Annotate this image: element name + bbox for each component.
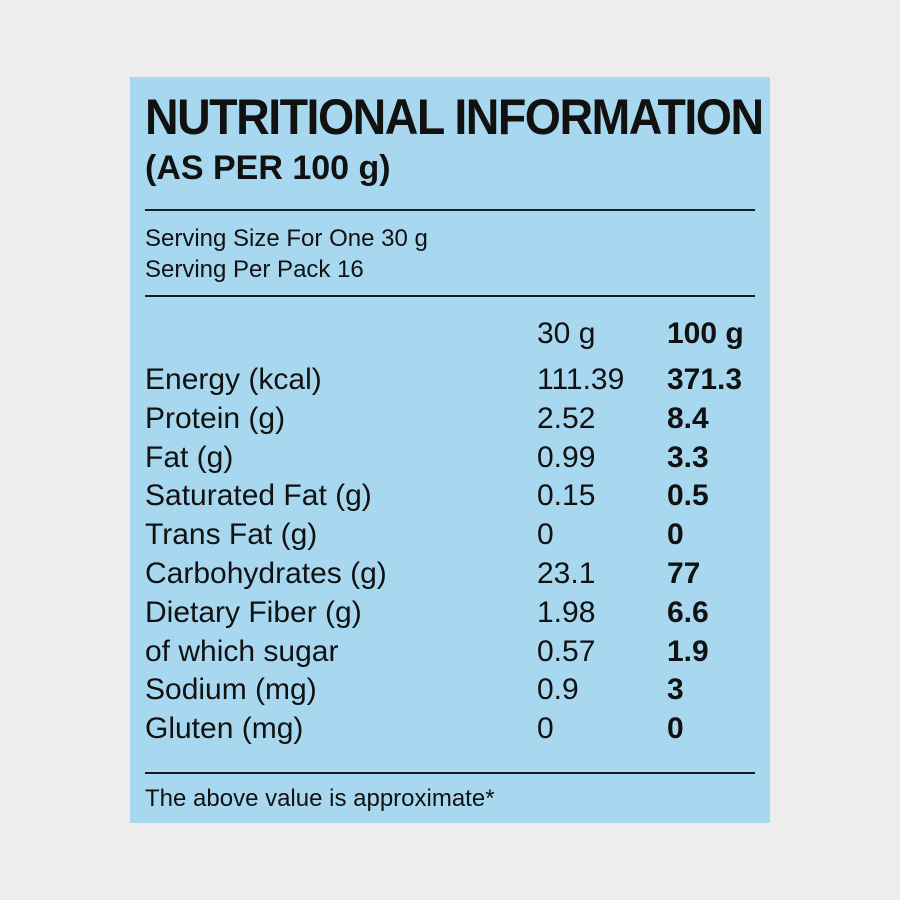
nutrient-name: Saturated Fat (g): [145, 479, 372, 513]
value-100g: 3.3: [667, 440, 709, 474]
table-row: Fat (g) 0.99 3.3: [145, 439, 755, 478]
nutrition-label-card: NUTRITIONAL INFORMATION (AS PER 100 g) S…: [130, 77, 770, 823]
table-row: of which sugar 0.57 1.9: [145, 633, 755, 672]
value-30g: 2.52: [537, 401, 596, 435]
value-100g: 6.6: [667, 595, 709, 629]
nutrient-name: Fat (g): [145, 440, 234, 474]
table-row: Protein (g) 2.52 8.4: [145, 400, 755, 439]
nutrient-name: Sodium (mg): [145, 673, 317, 707]
nutrient-name: Energy (kcal): [145, 363, 322, 396]
value-30g: 0: [537, 518, 554, 552]
value-100g: 3: [667, 673, 684, 707]
divider-top: [145, 209, 755, 211]
table-row: Sodium (mg) 0.9 3: [145, 671, 755, 710]
column-header-30g: 30 g: [537, 317, 596, 350]
value-30g: 0.15: [537, 479, 596, 513]
value-30g: 111.39: [537, 363, 625, 396]
serving-size: Serving Size For One 30 g: [145, 225, 428, 252]
value-30g: 1.98: [537, 595, 596, 629]
nutrient-name: Gluten (mg): [145, 712, 304, 746]
nutrient-name: Carbohydrates (g): [145, 556, 387, 590]
table-row: Carbohydrates (g) 23.1 77: [145, 555, 755, 594]
table-row: Trans Fat (g) 0 0: [145, 516, 755, 555]
nutrient-name: Dietary Fiber (g): [145, 595, 362, 629]
value-100g: 0.5: [667, 479, 709, 513]
column-header-100g: 100 g: [667, 317, 744, 350]
value-100g: 8.4: [667, 401, 709, 435]
value-30g: 0.99: [537, 440, 596, 474]
table-row: Energy (kcal) 111.39 371.3: [145, 361, 755, 400]
nutrient-name: Trans Fat (g): [145, 518, 318, 552]
value-30g: 0.9: [537, 673, 579, 707]
table-row: Gluten (mg) 0 0: [145, 710, 755, 749]
divider-middle: [145, 295, 755, 297]
value-100g: 77: [667, 556, 701, 590]
value-30g: 0: [537, 712, 554, 746]
value-100g: 0: [667, 518, 684, 552]
nutrient-table: Energy (kcal) 111.39 371.3 Protein (g) 2…: [145, 361, 755, 749]
value-30g: 23.1: [537, 556, 596, 590]
value-30g: 0.57: [537, 634, 596, 668]
nutrient-name: of which sugar: [145, 634, 339, 668]
label-title: NUTRITIONAL INFORMATION: [145, 89, 764, 145]
value-100g: 0: [667, 712, 684, 746]
servings-per-pack: Serving Per Pack 16: [145, 256, 364, 283]
footnote: The above value is approximate*: [145, 785, 495, 812]
divider-bottom: [145, 772, 755, 774]
table-row: Dietary Fiber (g) 1.98 6.6: [145, 594, 755, 633]
value-100g: 371.3: [667, 363, 743, 396]
label-subtitle: (AS PER 100 g): [145, 149, 391, 187]
table-row: Saturated Fat (g) 0.15 0.5: [145, 477, 755, 516]
nutrient-name: Protein (g): [145, 401, 286, 435]
value-100g: 1.9: [667, 634, 709, 668]
